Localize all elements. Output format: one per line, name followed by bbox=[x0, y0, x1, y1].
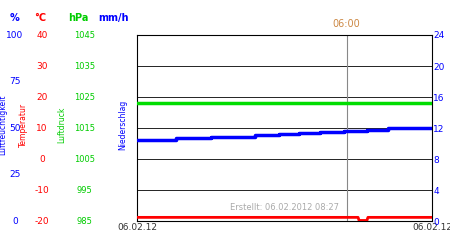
Text: 50: 50 bbox=[9, 124, 21, 132]
Text: 985: 985 bbox=[76, 217, 93, 226]
Text: -10: -10 bbox=[35, 186, 49, 195]
Text: Temperatur: Temperatur bbox=[19, 103, 28, 147]
Text: 06:00: 06:00 bbox=[333, 20, 360, 30]
Text: °C: °C bbox=[35, 13, 46, 23]
Text: Niederschlag: Niederschlag bbox=[118, 100, 127, 150]
Text: 25: 25 bbox=[9, 170, 21, 179]
Text: Erstellt: 06.02.2012 08:27: Erstellt: 06.02.2012 08:27 bbox=[230, 203, 339, 212]
Text: 75: 75 bbox=[9, 77, 21, 86]
Text: 995: 995 bbox=[76, 186, 93, 195]
Text: 10: 10 bbox=[36, 124, 48, 132]
Text: hPa: hPa bbox=[68, 13, 89, 23]
Text: 20: 20 bbox=[36, 92, 48, 102]
Text: mm/h: mm/h bbox=[99, 13, 129, 23]
Text: 30: 30 bbox=[36, 62, 48, 70]
Text: %: % bbox=[10, 13, 20, 23]
Text: Luftdruck: Luftdruck bbox=[58, 107, 67, 143]
Text: 100: 100 bbox=[6, 30, 23, 40]
Text: Luftfeuchtigkeit: Luftfeuchtigkeit bbox=[0, 95, 8, 155]
Text: 1045: 1045 bbox=[74, 30, 95, 40]
Text: 0: 0 bbox=[12, 217, 18, 226]
Text: 40: 40 bbox=[36, 30, 48, 40]
Text: 0: 0 bbox=[39, 155, 45, 164]
Text: -20: -20 bbox=[35, 217, 49, 226]
Text: 1015: 1015 bbox=[74, 124, 95, 132]
Text: 1005: 1005 bbox=[74, 155, 95, 164]
Text: 1035: 1035 bbox=[74, 62, 95, 70]
Text: 1025: 1025 bbox=[74, 92, 95, 102]
